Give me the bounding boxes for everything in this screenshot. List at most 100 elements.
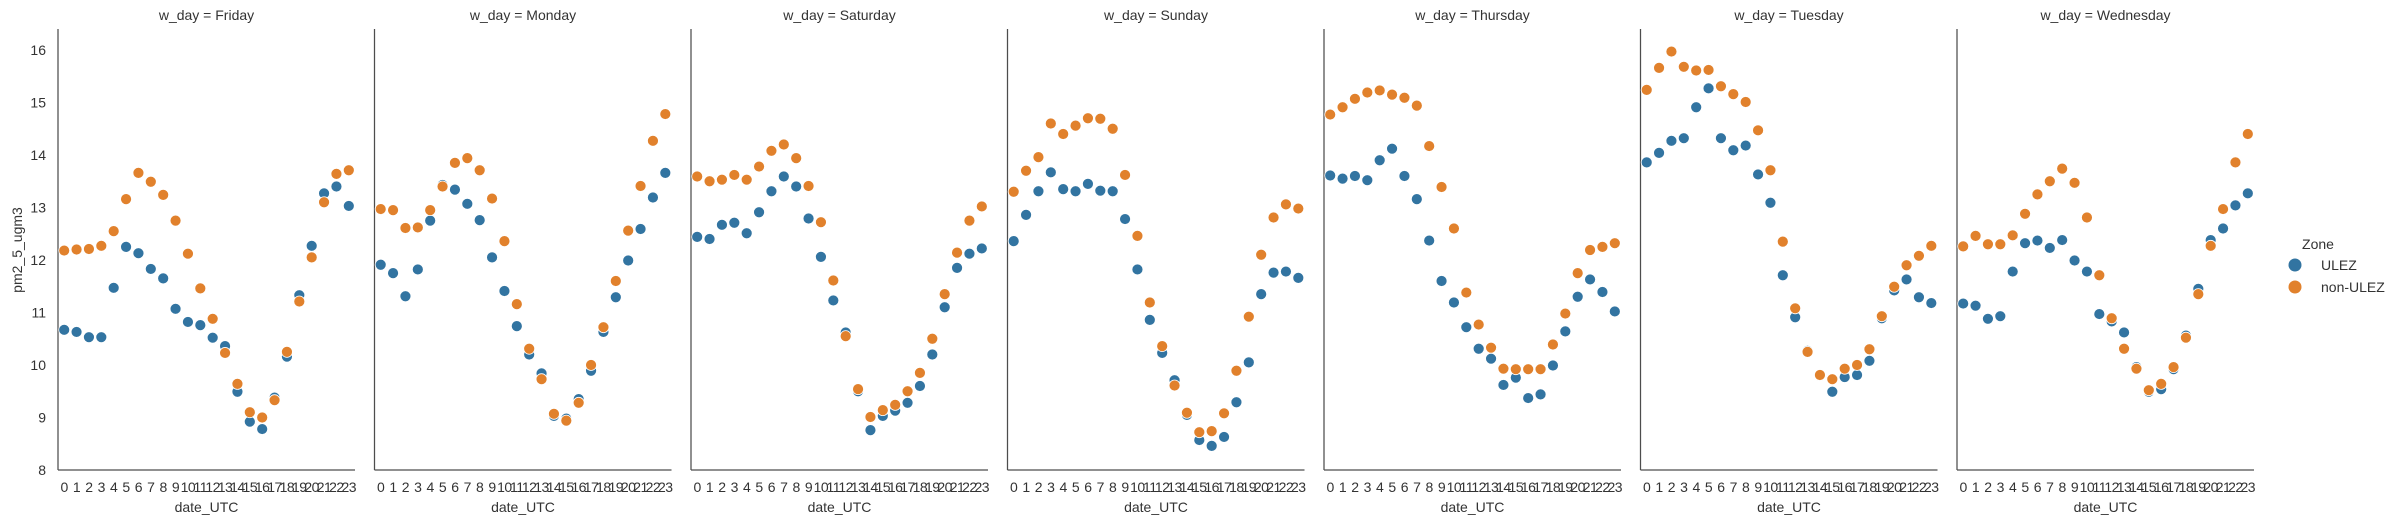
data-point-ulez-friday-hour-20 [305,239,318,252]
x-tick-label: 3 [414,479,422,495]
x-tick-label: 6 [1084,479,1092,495]
data-point-ulez-monday-hour-9 [486,251,498,264]
data-point-non-ulez-thursday-hour-3 [1361,86,1374,99]
data-point-ulez-tuesday-hour-23 [1925,297,1938,309]
x-tick-label: 12 [838,479,853,495]
data-point-ulez-thursday-hour-9 [1435,275,1448,287]
data-point-non-ulez-sunday-hour-4 [1057,128,1070,140]
data-point-non-ulez-saturday-hour-7 [777,138,790,151]
data-point-ulez-monday-hour-4 [424,214,437,227]
x-axis-label: date_UTC [491,499,555,515]
data-point-non-ulez-thursday-hour-20 [1571,267,1584,280]
x-tick-label: 1 [389,479,397,495]
data-point-ulez-sunday-hour-19 [1242,356,1255,369]
x-tick-label: 15 [1825,479,1840,495]
data-point-non-ulez-tuesday-hour-18 [1863,343,1876,356]
x-axis-label: date_UTC [1757,499,1821,515]
data-point-non-ulez-sunday-hour-18 [1230,364,1243,377]
data-point-non-ulez-thursday-hour-21 [1584,244,1596,256]
legend-label-non-ulez: non-ULEZ [2321,279,2385,295]
y-tick-label: 12 [30,252,46,268]
y-tick-label: 15 [30,95,46,111]
x-tick-label: 22 [1912,479,1927,495]
x-tick-label: 10 [1447,479,1462,495]
data-point-non-ulez-friday-hour-1 [70,243,83,256]
data-point-non-ulez-wednesday-hour-15 [2142,384,2155,397]
x-tick-label: 17 [900,479,915,495]
data-point-non-ulez-wednesday-hour-13 [2118,342,2130,355]
data-point-non-ulez-monday-hour-5 [436,180,449,193]
data-point-ulez-thursday-hour-10 [1448,296,1460,309]
data-point-ulez-wednesday-hour-13 [2118,326,2130,339]
data-point-ulez-saturday-hour-2 [716,218,728,231]
x-tick-label: 2 [718,479,726,495]
x-tick-label: 1 [73,479,81,495]
facet-title: w_day = Thursday [1414,7,1530,23]
x-tick-label: 2 [402,479,410,495]
data-point-non-ulez-saturday-hour-14 [864,411,877,423]
data-point-non-ulez-friday-hour-21 [318,196,330,209]
data-point-non-ulez-monday-hour-13 [535,373,548,386]
x-tick-label: 13 [534,479,549,495]
legend-title: Zone [2302,236,2334,252]
data-point-ulez-tuesday-hour-21 [1900,273,1913,286]
data-point-non-ulez-tuesday-hour-8 [1739,96,1752,108]
data-point-ulez-tuesday-hour-0 [1640,156,1653,169]
x-tick-label: 9 [805,479,813,495]
x-tick-label: 17 [1850,479,1865,495]
x-tick-label: 0 [1327,479,1335,495]
x-tick-label: 21 [633,479,648,495]
data-point-non-ulez-wednesday-hour-12 [2105,312,2118,325]
x-tick-label: 21 [317,479,332,495]
data-point-non-ulez-friday-hour-16 [256,411,269,424]
x-tick-label: 9 [1754,479,1762,495]
x-tick-label: 2 [85,479,93,495]
data-point-ulez-tuesday-hour-5 [1702,82,1715,95]
data-point-ulez-sunday-hour-22 [1280,265,1292,278]
data-point-non-ulez-saturday-hour-13 [852,383,864,396]
data-point-non-ulez-monday-hour-12 [523,342,536,355]
data-point-non-ulez-monday-hour-11 [510,298,523,311]
data-point-ulez-saturday-hour-10 [815,250,827,263]
y-tick-label: 16 [30,42,46,58]
data-point-ulez-monday-hour-0 [374,258,387,271]
x-tick-label: 1 [706,479,714,495]
data-point-non-ulez-tuesday-hour-9 [1752,124,1764,137]
data-point-ulez-friday-hour-6 [132,247,145,260]
x-tick-label: 22 [1595,479,1610,495]
data-point-non-ulez-monday-hour-16 [572,396,585,409]
x-tick-label: 7 [464,479,472,495]
x-tick-label: 0 [1960,479,1968,495]
data-point-ulez-wednesday-hour-7 [2043,242,2056,254]
x-tick-label: 14 [2129,479,2144,495]
data-point-non-ulez-thursday-hour-4 [1373,84,1386,97]
data-point-non-ulez-monday-hour-22 [647,134,659,147]
facet-title: w_day = Saturday [782,7,895,23]
data-point-ulez-saturday-hour-14 [864,424,877,437]
x-tick-label: 2 [1035,479,1043,495]
data-point-ulez-thursday-hour-5 [1386,142,1398,155]
x-tick-label: 10 [1130,479,1145,495]
data-point-ulez-saturday-hour-18 [914,380,926,392]
x-tick-label: 5 [1705,479,1713,495]
data-point-non-ulez-monday-hour-23 [659,108,672,120]
data-point-ulez-thursday-hour-17 [1534,388,1547,401]
x-tick-label: 7 [1097,479,1105,495]
data-point-non-ulez-sunday-hour-21 [1267,211,1280,224]
data-point-ulez-wednesday-hour-21 [2217,222,2229,235]
data-point-non-ulez-friday-hour-14 [231,377,244,390]
data-point-non-ulez-tuesday-hour-7 [1727,88,1740,100]
data-point-ulez-sunday-hour-18 [1230,396,1243,409]
data-point-ulez-thursday-hour-3 [1361,174,1374,187]
data-point-non-ulez-friday-hour-5 [120,193,132,206]
x-tick-label: 14 [1813,479,1828,495]
data-point-ulez-saturday-hour-20 [938,301,951,314]
data-point-non-ulez-sunday-hour-13 [1168,379,1181,392]
data-point-ulez-saturday-hour-19 [926,348,939,361]
data-point-non-ulez-saturday-hour-2 [716,173,728,186]
data-point-ulez-sunday-hour-4 [1057,183,1070,196]
y-tick-label: 10 [30,357,46,373]
x-tick-label: 22 [2228,479,2243,495]
x-tick-label: 4 [2009,479,2017,495]
data-point-ulez-wednesday-hour-9 [2068,254,2081,267]
